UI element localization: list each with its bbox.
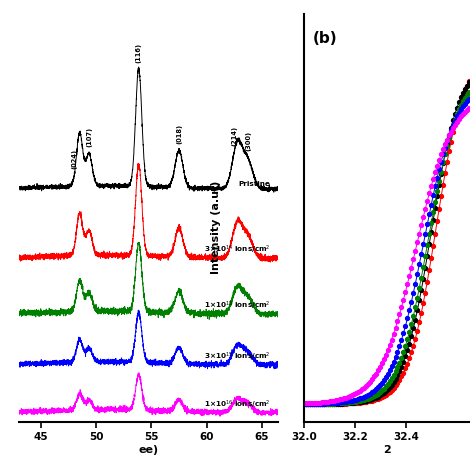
X-axis label: 2: 2 [383,445,391,455]
Text: Pristine: Pristine [239,181,271,187]
Text: (024): (024) [71,149,77,169]
Text: 1×10$^{16}$ ions/cm$^2$: 1×10$^{16}$ ions/cm$^2$ [204,398,271,410]
Text: (116): (116) [136,43,142,63]
Text: 3×10$^{15}$ ions/cm$^2$: 3×10$^{15}$ ions/cm$^2$ [204,350,271,363]
Text: 3×10$^{14}$ ions/cm$^2$: 3×10$^{14}$ ions/cm$^2$ [204,244,271,256]
Text: 1×10$^{15}$ ions/cm$^2$: 1×10$^{15}$ ions/cm$^2$ [204,300,271,312]
Text: (018): (018) [176,124,182,144]
Text: (107): (107) [86,127,92,147]
X-axis label: ee): ee) [138,445,159,455]
Text: (214): (214) [231,126,237,146]
Text: (b): (b) [312,30,337,46]
Text: Intensity (a.u.): Intensity (a.u.) [210,181,221,274]
Text: (300): (300) [245,131,251,151]
